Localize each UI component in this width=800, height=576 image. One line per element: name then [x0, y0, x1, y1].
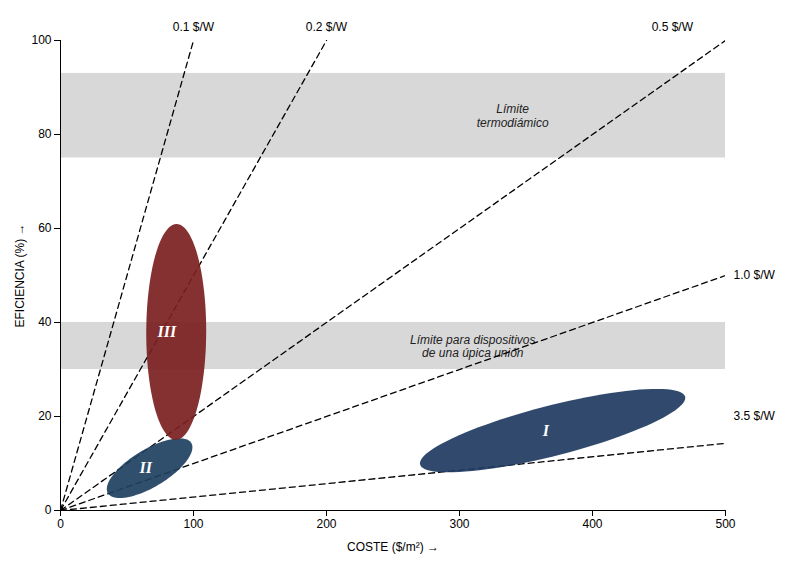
- svg-text:20: 20: [38, 409, 52, 423]
- svg-text:400: 400: [582, 517, 602, 531]
- svg-text:1.0 $/W: 1.0 $/W: [734, 268, 776, 282]
- svg-text:0.5 $/W: 0.5 $/W: [652, 20, 694, 34]
- svg-text:COSTE ($/m²) →: COSTE ($/m²) →: [347, 540, 439, 554]
- svg-text:0: 0: [57, 517, 64, 531]
- svg-text:60: 60: [38, 221, 52, 235]
- svg-text:0: 0: [45, 503, 52, 517]
- svg-text:I: I: [542, 422, 550, 439]
- svg-text:40: 40: [38, 315, 52, 329]
- svg-text:3.5 $/W: 3.5 $/W: [734, 409, 776, 423]
- svg-text:80: 80: [38, 127, 52, 141]
- svg-text:0.1 $/W: 0.1 $/W: [173, 20, 215, 34]
- svg-text:Límitetermodiámico: Límitetermodiámico: [477, 102, 549, 130]
- svg-text:100: 100: [183, 517, 203, 531]
- svg-text:500: 500: [715, 517, 735, 531]
- svg-text:100: 100: [31, 33, 51, 47]
- svg-text:III: III: [157, 323, 177, 340]
- svg-text:Límite para dispositivosde una: Límite para dispositivosde una úpica uni…: [410, 333, 535, 361]
- svg-text:II: II: [138, 459, 152, 476]
- svg-text:200: 200: [316, 517, 336, 531]
- svg-text:EFICIENCIA (%) →: EFICIENCIA (%) →: [13, 223, 27, 327]
- svg-text:300: 300: [449, 517, 469, 531]
- svg-text:0.2 $/W: 0.2 $/W: [306, 20, 348, 34]
